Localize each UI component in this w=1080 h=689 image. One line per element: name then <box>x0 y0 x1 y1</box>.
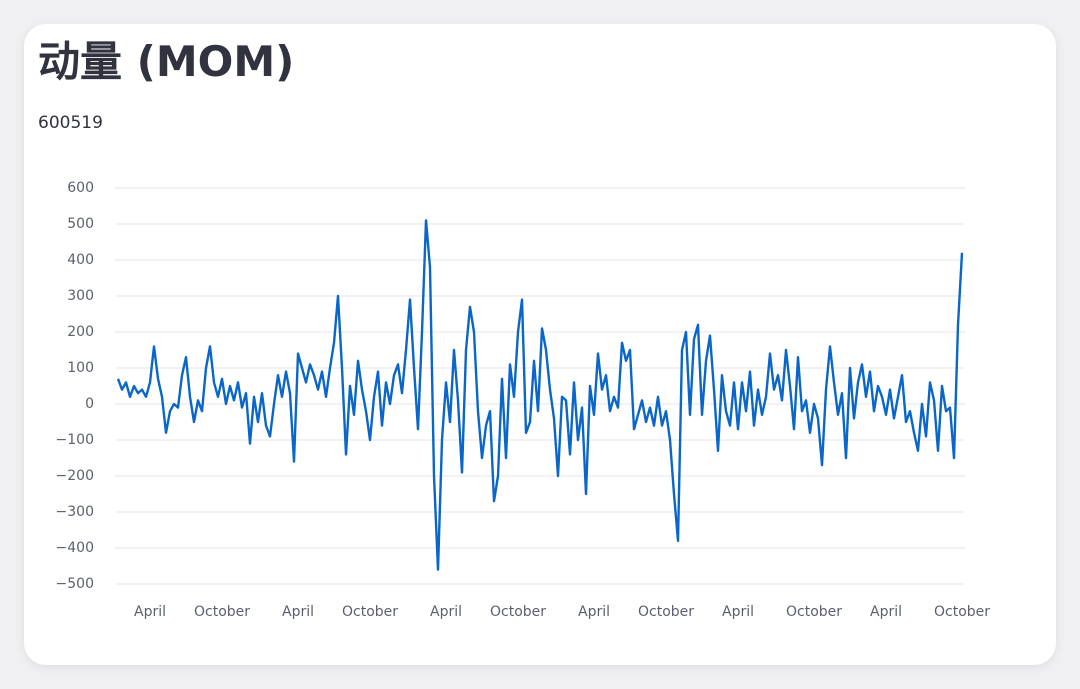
card <box>24 24 1056 665</box>
title: 动量 (MOM) <box>38 37 295 86</box>
x-tick-label: April <box>430 604 462 620</box>
x-tick-label: October <box>638 604 694 620</box>
y-tick-label: 600 <box>67 180 94 196</box>
y-tick-label: 200 <box>67 324 94 340</box>
y-tick-label: −200 <box>56 468 94 484</box>
y-tick-label: −100 <box>56 432 94 448</box>
x-tick-label: April <box>870 604 902 620</box>
y-tick-label: −400 <box>56 540 94 556</box>
line-series <box>116 219 964 571</box>
x-tick-label: October <box>934 604 990 620</box>
y-tick-label: 300 <box>67 288 94 304</box>
x-tick-label: October <box>194 604 250 620</box>
x-tick-label: October <box>490 604 546 620</box>
y-tick-label: 0 <box>85 396 94 412</box>
y-tick-label: 100 <box>67 360 94 376</box>
y-tick-label: −300 <box>56 504 94 520</box>
x-tick-label: April <box>282 604 314 620</box>
x-tick-label: April <box>134 604 166 620</box>
x-tick-label: April <box>722 604 754 620</box>
x-tick-label: October <box>786 604 842 620</box>
x-tick-label: April <box>578 604 610 620</box>
y-tick-label: −500 <box>56 576 94 592</box>
y-tick-label: 400 <box>67 252 94 268</box>
x-tick-label: October <box>342 604 398 620</box>
subtitle: 600519 <box>38 113 103 133</box>
y-tick-label: 500 <box>67 216 94 232</box>
